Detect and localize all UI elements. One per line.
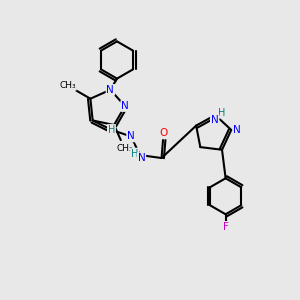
Text: H: H [131,148,138,158]
Text: N: N [106,85,114,95]
Text: O: O [159,128,167,138]
Text: N: N [233,125,241,135]
Text: H: H [218,108,226,118]
Text: F: F [223,222,229,232]
Text: CH₃: CH₃ [59,81,76,90]
Text: N: N [127,131,135,141]
Text: CH₃: CH₃ [116,144,133,153]
Text: N: N [121,101,129,111]
Text: H: H [108,125,115,135]
Text: N: N [211,115,218,124]
Text: N: N [138,153,145,163]
